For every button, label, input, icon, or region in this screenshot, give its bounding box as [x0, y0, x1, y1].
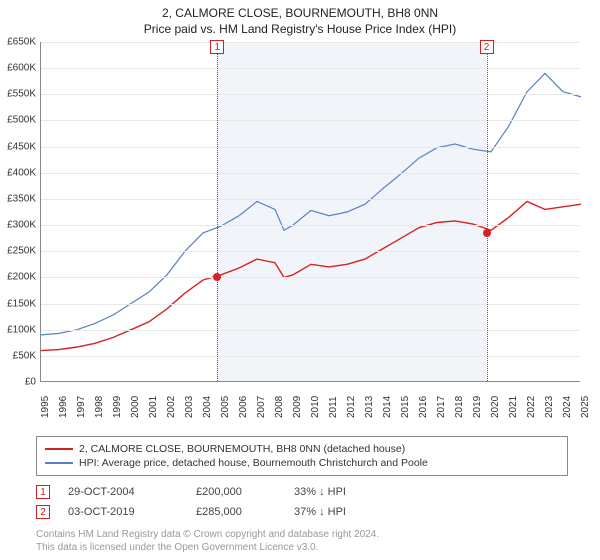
x-tick-label: 2016	[418, 396, 429, 418]
series-price_paid	[41, 202, 581, 351]
y-axis: £0 £50K £100K £150K £200K £250K £300K £350K £400…	[0, 42, 40, 402]
x-tick-label: 2014	[382, 396, 393, 418]
gridline	[41, 199, 580, 200]
legend-swatch	[45, 448, 73, 450]
x-tick-label: 2015	[400, 396, 411, 418]
gridline	[41, 356, 580, 357]
gridline	[41, 120, 580, 121]
x-tick-label: 2004	[202, 396, 213, 418]
y-tick-label: £300K	[7, 220, 36, 231]
gridline	[41, 330, 580, 331]
x-tick-label: 2010	[310, 396, 321, 418]
x-tick-label: 2017	[436, 396, 447, 418]
gridline	[41, 42, 580, 43]
y-tick-label: £200K	[7, 272, 36, 283]
x-tick-label: 2003	[184, 396, 195, 418]
y-tick-label: £250K	[7, 246, 36, 257]
legend-item: HPI: Average price, detached house, Bour…	[45, 456, 559, 470]
chart-subtitle: Price paid vs. HM Land Registry's House …	[0, 20, 600, 42]
y-tick-label: £350K	[7, 193, 36, 204]
line-svg	[41, 42, 581, 382]
chart-area: £0£50K£100K£150K£200K£250K£300K£350K£400…	[40, 42, 600, 402]
sale-vline	[487, 42, 488, 381]
x-tick-label: 2009	[292, 396, 303, 418]
x-tick-label: 2008	[274, 396, 285, 418]
gridline	[41, 147, 580, 148]
gridline	[41, 225, 580, 226]
y-tick-label: £650K	[7, 37, 36, 48]
gridline	[41, 251, 580, 252]
x-tick-label: 2002	[166, 396, 177, 418]
legend-label: HPI: Average price, detached house, Bour…	[79, 457, 428, 469]
x-tick-label: 2007	[256, 396, 267, 418]
legend-swatch	[45, 462, 73, 464]
gridline	[41, 173, 580, 174]
sale-date: 03-OCT-2019	[68, 506, 178, 518]
x-tick-label: 2021	[508, 396, 519, 418]
x-tick-label: 1998	[94, 396, 105, 418]
gridline	[41, 68, 580, 69]
y-tick-label: £50K	[13, 350, 36, 361]
x-tick-label: 2018	[454, 396, 465, 418]
y-tick-label: £500K	[7, 115, 36, 126]
x-tick-label: 2001	[148, 396, 159, 418]
y-tick-label: £450K	[7, 141, 36, 152]
gridline	[41, 304, 580, 305]
legend-label: 2, CALMORE CLOSE, BOURNEMOUTH, BH8 0NN (…	[79, 443, 405, 455]
footer-attribution: Contains HM Land Registry data © Crown c…	[36, 528, 564, 554]
y-tick-label: £100K	[7, 324, 36, 335]
sale-vline	[217, 42, 218, 381]
x-tick-label: 1996	[58, 396, 69, 418]
x-tick-label: 2019	[472, 396, 483, 418]
gridline	[41, 277, 580, 278]
series-hpi	[41, 73, 581, 335]
footer-line: Contains HM Land Registry data © Crown c…	[36, 528, 564, 541]
sale-price: £200,000	[196, 486, 276, 498]
table-row: 2 03-OCT-2019 £285,000 37% ↓ HPI	[36, 502, 564, 522]
y-tick-label: £600K	[7, 63, 36, 74]
sale-price: £285,000	[196, 506, 276, 518]
y-tick-label: £550K	[7, 89, 36, 100]
x-tick-label: 2013	[364, 396, 375, 418]
footer-line: This data is licensed under the Open Gov…	[36, 541, 564, 554]
x-tick-label: 2011	[328, 396, 339, 418]
sale-hpi-diff: 33% ↓ HPI	[294, 486, 404, 498]
sale-marker-icon: 2	[480, 40, 494, 54]
table-row: 1 29-OCT-2004 £200,000 33% ↓ HPI	[36, 482, 564, 502]
x-tick-label: 2000	[130, 396, 141, 418]
sale-point-icon	[213, 273, 221, 281]
sale-point-icon	[483, 229, 491, 237]
sale-marker-icon: 2	[36, 505, 50, 519]
x-tick-label: 2006	[238, 396, 249, 418]
gridline	[41, 94, 580, 95]
sale-marker-icon: 1	[36, 485, 50, 499]
legend-box: 2, CALMORE CLOSE, BOURNEMOUTH, BH8 0NN (…	[36, 436, 568, 476]
x-tick-label: 2024	[562, 396, 573, 418]
x-tick-label: 2005	[220, 396, 231, 418]
x-tick-label: 2020	[490, 396, 501, 418]
legend-item: 2, CALMORE CLOSE, BOURNEMOUTH, BH8 0NN (…	[45, 442, 559, 456]
x-tick-label: 2022	[526, 396, 537, 418]
sale-date: 29-OCT-2004	[68, 486, 178, 498]
y-tick-label: £150K	[7, 298, 36, 309]
x-tick-label: 1995	[40, 396, 51, 418]
x-axis: 1995199619971998199920002001200220032004…	[40, 402, 580, 430]
sales-table: 1 29-OCT-2004 £200,000 33% ↓ HPI 2 03-OC…	[36, 482, 564, 522]
x-tick-label: 1999	[112, 396, 123, 418]
x-tick-label: 1997	[76, 396, 87, 418]
plot-region: 12	[40, 42, 580, 382]
sale-marker-icon: 1	[210, 40, 224, 54]
y-tick-label: £400K	[7, 167, 36, 178]
sale-hpi-diff: 37% ↓ HPI	[294, 506, 404, 518]
x-tick-label: 2023	[544, 396, 555, 418]
x-tick-label: 2025	[580, 396, 591, 418]
chart-container: 2, CALMORE CLOSE, BOURNEMOUTH, BH8 0NN P…	[0, 0, 600, 560]
x-tick-label: 2012	[346, 396, 357, 418]
y-tick-label: £0	[25, 377, 36, 388]
chart-title: 2, CALMORE CLOSE, BOURNEMOUTH, BH8 0NN	[0, 0, 600, 20]
